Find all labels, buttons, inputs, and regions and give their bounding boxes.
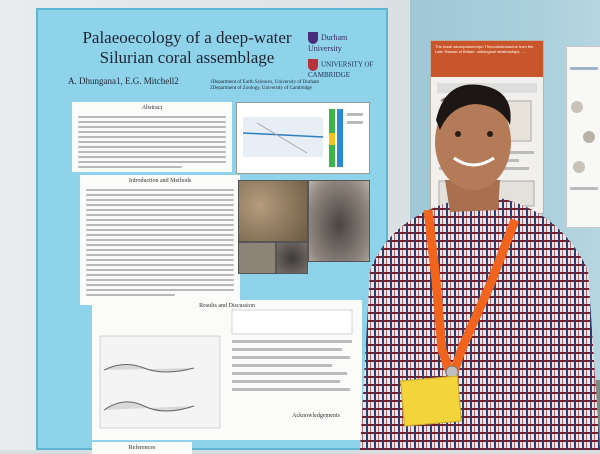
hair — [436, 84, 511, 130]
acknowledgements-heading: Acknowledgements — [292, 413, 340, 419]
checked-shirt — [360, 198, 600, 450]
coral-photo-1 — [238, 180, 308, 242]
coral-photo-4 — [276, 242, 308, 274]
references-panel: References — [92, 442, 192, 454]
abstract-heading: Abstract — [141, 105, 163, 111]
cambridge-logo-text: UNIVERSITY OF CAMBRIDGE — [308, 60, 374, 79]
background-poster-white — [566, 46, 600, 228]
results-heading: Results and Discussion — [199, 303, 255, 309]
acknowledgements-panel: Acknowledgements — [270, 410, 362, 440]
face — [435, 94, 511, 190]
durham-logo-text: Durham University — [308, 32, 348, 53]
durham-crest-icon — [308, 32, 318, 44]
stratigraphy-figure — [236, 102, 370, 174]
coral-photo-2 — [308, 180, 370, 262]
intro-panel: Introduction and Methods — [80, 175, 240, 305]
results-charts — [99, 309, 353, 429]
main-poster: Palaeoecology of a deep-water Silurian c… — [36, 8, 388, 454]
poster-title: Palaeoecology of a deep-water Silurian c… — [82, 28, 292, 67]
intro-heading: Introduction and Methods — [128, 178, 192, 184]
references-heading: References — [128, 445, 156, 451]
poster-authors: A. Dhungana1, E.G. Mitchell2 — [68, 76, 179, 86]
coral-photo-3 — [238, 242, 276, 274]
yellow-name-badge — [400, 375, 462, 427]
university-logos: Durham University UNIVERSITY OF CAMBRIDG… — [308, 32, 378, 82]
poster-affiliations: 1Department of Earth Sciences, Universit… — [210, 80, 319, 91]
background-poster-title: The fossil sauropodomorph Thecodontosaur… — [435, 44, 534, 54]
cambridge-crest-icon — [308, 59, 318, 71]
presenter-person — [360, 84, 600, 450]
abstract-panel: Abstract — [72, 102, 232, 172]
